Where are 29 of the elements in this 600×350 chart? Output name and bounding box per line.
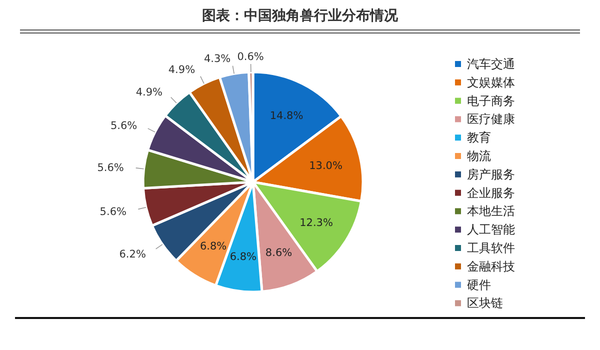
legend-label: 房产服务 [467, 167, 515, 182]
legend-label: 区块链 [467, 296, 503, 310]
legend-label: 企业服务 [467, 186, 515, 200]
data-label: 5.6% [97, 162, 124, 174]
data-label: 8.6% [265, 247, 292, 260]
data-label: 4.9% [136, 86, 163, 99]
data-label: 6.8% [200, 240, 227, 252]
legend-label: 工具软件 [467, 241, 515, 255]
data-label: 13.0% [309, 160, 342, 172]
data-label: 6.2% [119, 248, 146, 260]
legend-label: 物流 [467, 149, 491, 163]
data-label: 0.6% [237, 51, 264, 64]
data-label: 6.8% [230, 251, 257, 264]
data-label: 12.3% [300, 216, 333, 229]
data-label: 4.9% [168, 64, 196, 76]
legend-label: 电子商务 [467, 94, 515, 108]
legend-label: 医疗健康 [467, 112, 515, 126]
data-label: 5.6% [100, 206, 127, 218]
legend-label: 文娱媒体 [467, 75, 515, 90]
legend-label: 教育 [467, 130, 491, 145]
legend-label: 本地生活 [467, 204, 515, 218]
legend-label: 硬件 [467, 278, 491, 292]
chart-title: 图表：中国独角兽行业分布情况 [202, 8, 399, 24]
legend-label: 人工智能 [467, 222, 515, 237]
data-label: 4.3% [204, 52, 231, 65]
legend-label: 汽车交通 [467, 57, 515, 71]
data-label: 14.8% [270, 110, 304, 122]
legend-label: 金融科技 [467, 259, 515, 274]
data-label: 5.6% [110, 120, 138, 132]
